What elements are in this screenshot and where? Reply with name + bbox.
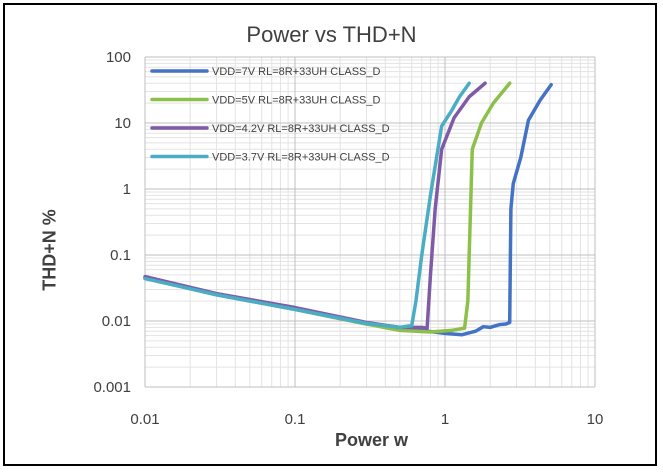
x-axis-label: Power w	[334, 430, 409, 450]
legend-label-3: VDD=4.2V RL=8R+33UH CLASS_D	[212, 123, 390, 135]
x-tick-label: 0.01	[130, 411, 159, 428]
series-line-4	[143, 81, 471, 330]
legend-label-1: VDD=7V RL=8R+33UH CLASS_D	[212, 66, 380, 78]
y-tick-label: 100	[106, 49, 131, 66]
y-tick-label: 0.001	[93, 379, 131, 396]
chart-frame	[3, 3, 657, 466]
series-line-3	[143, 81, 487, 330]
x-tick-label: 1	[441, 411, 449, 428]
legend-label-2: VDD=5V RL=8R+33UH CLASS_D	[212, 95, 380, 107]
x-tick-label: 0.1	[285, 411, 306, 428]
y-tick-label: 1	[123, 181, 131, 198]
chart-title: Power vs THD+N	[246, 22, 417, 47]
legend-label-4: VDD=3.7V RL=8R+33UH CLASS_D	[212, 152, 390, 164]
y-tick-label: 10	[114, 115, 131, 132]
y-tick-label: 0.01	[102, 313, 131, 330]
x-tick-label: 10	[587, 411, 604, 428]
series-line-2	[143, 81, 512, 334]
y-tick-label: 0.1	[110, 247, 131, 264]
